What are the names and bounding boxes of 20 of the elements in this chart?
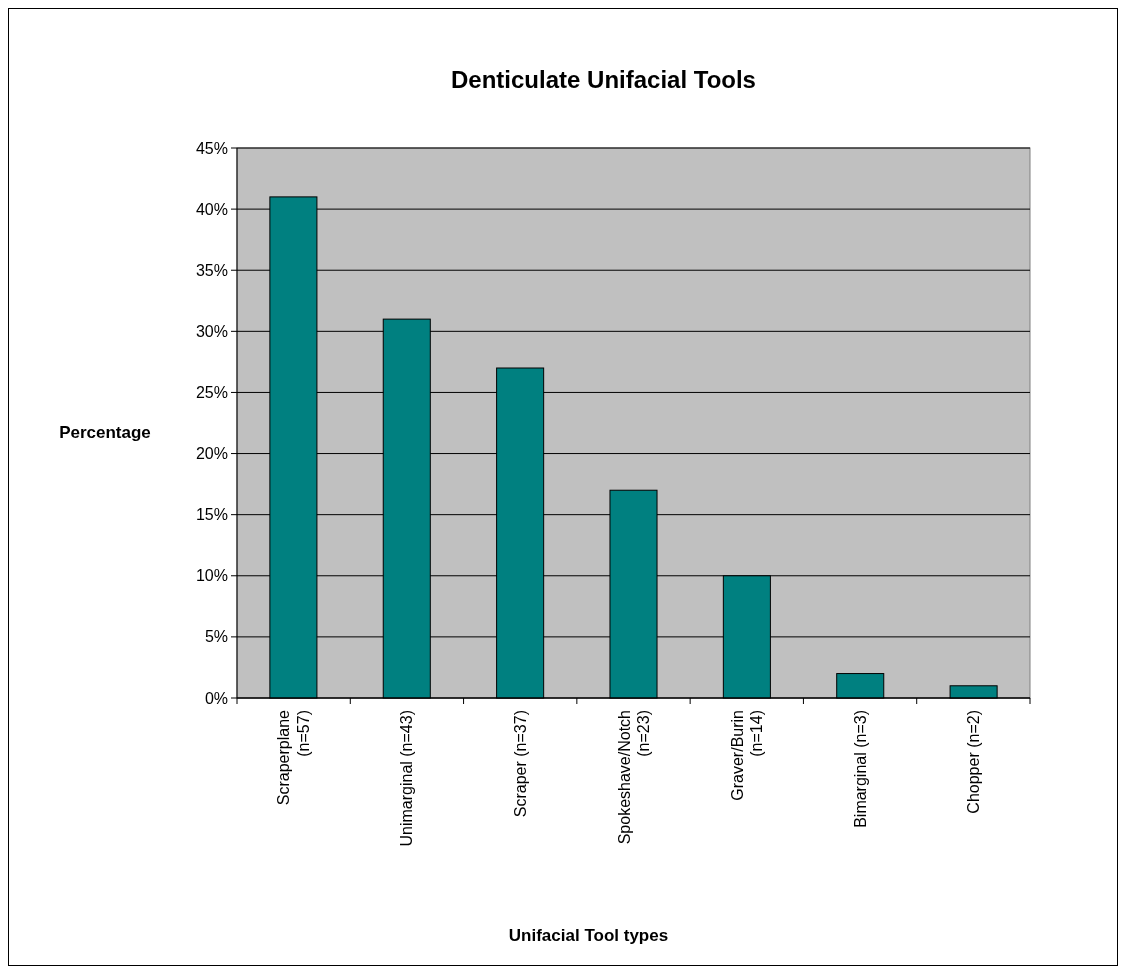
y-tick-label: 30% xyxy=(195,322,228,340)
x-tick-label: Scraperplane (n=57) xyxy=(275,709,312,806)
x-tick-label: Graver/Burin (n=14) xyxy=(728,710,766,801)
x-tick-label: Chopper (n=2) xyxy=(965,710,983,814)
y-tick-label: 15% xyxy=(195,506,228,524)
y-tick-label: 45% xyxy=(195,139,228,157)
y-tick-label: 25% xyxy=(195,384,228,402)
y-tick-label: 20% xyxy=(195,445,228,463)
y-tick-label: 5% xyxy=(204,628,228,646)
y-tick-label: 0% xyxy=(204,689,228,707)
x-tick-label: Scraper (n=37) xyxy=(511,710,529,818)
x-axis-title: Unifacial Tool types xyxy=(508,926,669,945)
y-tick-label: 40% xyxy=(195,200,228,218)
x-tick-label: Unimarginal (n=43) xyxy=(398,710,416,847)
y-tick-label: 10% xyxy=(195,567,228,585)
y-axis-title: Percentage xyxy=(59,423,151,442)
chart-title: Denticulate Unifacial Tools xyxy=(451,66,756,93)
y-tick-label: 35% xyxy=(195,261,228,279)
x-tick-label: Spokeshave/Notch (n=23) xyxy=(615,710,652,845)
x-tick-label: Bimarginal (n=3) xyxy=(851,710,869,828)
